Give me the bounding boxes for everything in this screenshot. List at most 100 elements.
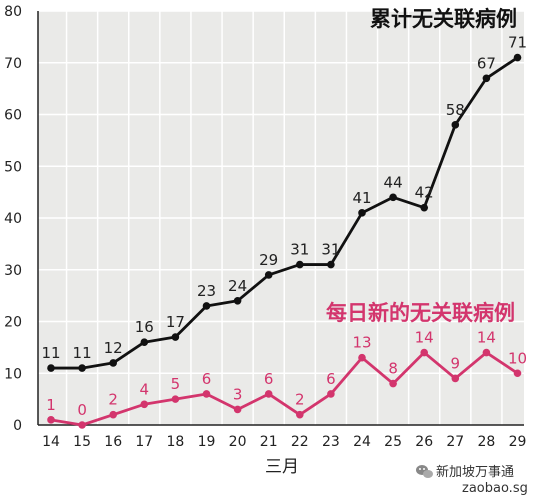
wechat-icon [416,465,433,478]
x-tick-label: 21 [260,434,278,450]
point-daily [47,416,55,424]
grid [37,10,524,426]
y-tick-label: 10 [4,366,22,382]
point-daily [296,410,304,419]
data-label-cumulative: 71 [508,34,527,52]
data-label-cumulative: 67 [477,54,496,72]
x-tick-label: 19 [198,434,216,450]
point-daily [109,410,117,419]
point-daily [451,374,460,383]
point-daily [233,405,242,414]
y-tick-label: 30 [4,263,22,279]
y-tick-label: 80 [4,4,22,20]
x-tick-label: 24 [353,434,371,450]
data-label-cumulative: 11 [41,344,60,362]
y-tick-label: 70 [4,56,22,72]
point-daily [358,353,366,362]
legend-cumulative: 累计无关联病例 [370,7,517,31]
point-daily [202,390,211,398]
point-cumulative [171,333,180,341]
y-tick-label: 60 [4,108,22,124]
data-label-daily: 13 [352,334,371,352]
series-line-cumulative [51,56,519,370]
point-daily [171,395,180,403]
data-label-daily: 2 [108,391,118,409]
data-label-daily: 14 [477,329,496,347]
point-cumulative [389,193,397,202]
data-label-daily: 14 [415,329,434,347]
data-label-cumulative: 42 [415,184,434,202]
point-daily [389,379,397,388]
data-label-daily: 10 [508,349,527,367]
x-tick-label: 16 [104,434,122,450]
data-label-daily: 6 [326,370,336,388]
data-label-daily: 3 [233,385,243,403]
point-cumulative [358,209,366,217]
data-label-daily: 6 [264,370,274,388]
legend-daily: 每日新的无关联病例 [326,301,515,325]
x-tick-label: 20 [229,434,247,450]
x-axis-label: 三月 [265,457,299,477]
point-daily [264,390,273,398]
point-cumulative [451,121,460,129]
point-cumulative [233,297,242,305]
point-cumulative [482,74,491,83]
data-label-cumulative: 23 [197,282,216,300]
point-cumulative [109,359,117,367]
data-label-daily: 9 [451,354,461,372]
x-tick-label: 14 [42,434,60,450]
point-cumulative [47,364,55,372]
data-label-cumulative: 29 [259,251,278,269]
point-cumulative [264,271,273,279]
x-tick-label: 29 [509,434,527,450]
data-label-cumulative: 12 [104,339,123,357]
point-cumulative [296,260,304,269]
y-tick-label: 20 [4,315,22,331]
y-tick-label: 50 [4,159,22,175]
data-label-cumulative: 44 [384,173,403,191]
x-tick-label: 15 [73,434,91,450]
data-label-daily: 4 [140,380,150,398]
data-label-cumulative: 58 [446,101,465,119]
point-daily [78,421,86,429]
x-tick-label: 27 [446,434,464,450]
data-label-cumulative: 11 [73,344,92,362]
point-cumulative [513,53,522,62]
y-tick-label: 40 [4,211,22,227]
data-label-daily: 6 [202,370,212,388]
y-axis-ticks: 0 10 20 30 40 50 60 70 80 [4,4,22,434]
data-label-cumulative: 24 [228,277,247,295]
x-tick-label: 26 [415,434,433,450]
y-tick-label: 0 [13,418,22,434]
x-tick-label: 18 [166,434,184,450]
data-label-cumulative: 17 [166,313,185,331]
point-cumulative [202,302,211,310]
data-label-daily: 5 [171,375,181,393]
x-tick-label: 17 [135,434,153,450]
x-axis-ticks: 14 15 16 17 18 19 20 21 22 23 24 25 26 27 28 29 [42,434,526,450]
data-label-daily: 1 [46,396,56,414]
point-cumulative [420,203,429,212]
point-daily [140,400,149,409]
x-tick-label: 28 [477,434,495,450]
point-daily [327,390,335,398]
x-tick-label: 25 [384,434,402,450]
data-label-cumulative: 31 [290,241,309,259]
data-label-cumulative: 41 [352,189,371,207]
point-cumulative [327,260,335,269]
data-label-cumulative: 16 [135,318,154,336]
point-daily [513,369,522,378]
watermark-text: 新加坡万事通 [436,464,514,480]
data-label-daily: 0 [77,401,87,419]
watermark-site: zaobao.sg [462,481,528,495]
x-tick-label: 23 [322,434,340,450]
point-daily [482,348,491,357]
data-label-daily: 2 [295,391,305,409]
data-label-cumulative: 31 [321,241,340,259]
data-label-daily: 8 [388,360,398,378]
point-cumulative [78,364,86,372]
watermark: 新加坡万事通 zaobao.sg [416,464,528,495]
